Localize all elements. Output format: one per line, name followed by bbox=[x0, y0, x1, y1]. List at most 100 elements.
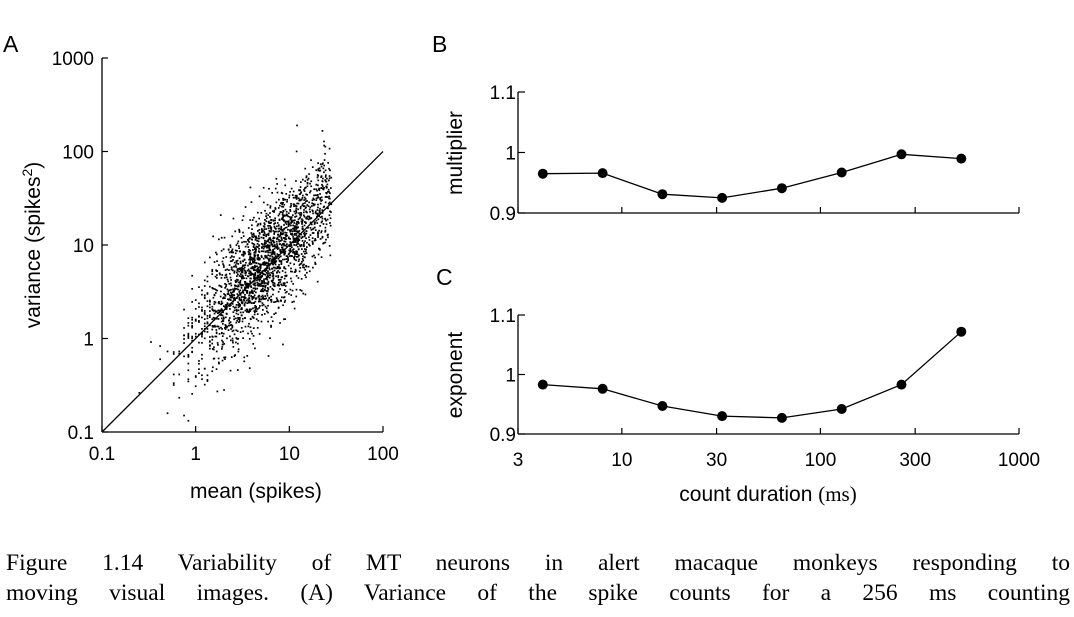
panel-a-point bbox=[224, 327, 226, 329]
panel-a-point bbox=[292, 203, 295, 205]
panel-a-point bbox=[283, 214, 286, 217]
panel-a-point bbox=[285, 238, 288, 240]
panel-a-point bbox=[253, 280, 256, 282]
panel-a-point bbox=[264, 244, 266, 246]
panel-a-point bbox=[239, 331, 242, 333]
panel-a-point bbox=[273, 261, 275, 263]
panel-a-point bbox=[267, 221, 270, 223]
panel-a-point bbox=[232, 311, 235, 313]
panel-a-point bbox=[274, 260, 276, 263]
panel-a-point bbox=[287, 264, 290, 267]
panel-a-point bbox=[287, 228, 289, 231]
panel-a-point bbox=[187, 355, 190, 358]
panel-a-point bbox=[262, 285, 264, 288]
panel-a-point bbox=[266, 244, 269, 247]
panel-a-point bbox=[303, 196, 306, 199]
panel-a-point bbox=[241, 253, 243, 256]
panel-a-point bbox=[201, 374, 203, 377]
panel-a-point bbox=[221, 274, 224, 276]
panel-a-point bbox=[264, 219, 266, 221]
panel-a-point bbox=[300, 233, 303, 236]
panel-a-point bbox=[305, 200, 307, 203]
panel-a-point bbox=[194, 299, 197, 301]
panel-a-point bbox=[274, 217, 276, 220]
panel-a-point bbox=[314, 221, 316, 224]
panel-a-point bbox=[209, 303, 211, 306]
panel-a-point bbox=[249, 326, 252, 329]
panel-a-point bbox=[299, 207, 302, 210]
panel-a-point bbox=[256, 287, 259, 290]
panel-a-point bbox=[209, 299, 211, 302]
panel-a-point bbox=[258, 233, 261, 235]
panel-a-point bbox=[238, 231, 241, 233]
panel-a-point bbox=[325, 185, 327, 188]
panel-a-point bbox=[243, 296, 246, 298]
panel-a-point bbox=[295, 270, 297, 272]
panel-a-x-tick-label: 10 bbox=[279, 444, 300, 465]
panel-a-point bbox=[325, 238, 327, 241]
panel-a-point bbox=[298, 239, 301, 241]
panel-a-point bbox=[232, 259, 234, 261]
panel-a-point bbox=[223, 317, 225, 320]
panel-a-point bbox=[274, 262, 276, 265]
panel-a-point bbox=[303, 215, 306, 218]
panel-a-point bbox=[225, 308, 228, 310]
panel-a-point bbox=[311, 232, 314, 234]
panel-a-point bbox=[283, 243, 285, 246]
panel-a-point bbox=[297, 255, 299, 258]
panel-a-point bbox=[213, 310, 215, 312]
panel-a-point bbox=[258, 229, 261, 231]
panel-a-point bbox=[211, 270, 214, 273]
panel-a-point bbox=[230, 255, 233, 257]
panel-a-point bbox=[258, 195, 261, 198]
panel-a-point bbox=[256, 327, 259, 329]
panel-a-point bbox=[311, 255, 314, 258]
panel-a-point bbox=[290, 267, 292, 270]
panel-a-point bbox=[300, 198, 303, 201]
panel-a-point bbox=[280, 211, 283, 213]
panel-a-point bbox=[191, 335, 193, 338]
panel-a-point bbox=[263, 242, 266, 245]
panel-a-point bbox=[298, 270, 301, 273]
panel-a-point bbox=[249, 272, 251, 274]
panel-a-point bbox=[278, 279, 281, 281]
panel-a-point bbox=[259, 222, 262, 225]
panel-a-point bbox=[258, 257, 260, 260]
panel-a-point bbox=[306, 204, 309, 206]
panel-a-point bbox=[322, 167, 325, 170]
panel-a-point bbox=[244, 294, 246, 296]
panel-a-point bbox=[247, 246, 250, 248]
panel-a-point bbox=[293, 234, 296, 236]
panel-a-point bbox=[319, 197, 321, 199]
panel-a-point bbox=[314, 203, 316, 206]
panel-a-y-tick-label: 10 bbox=[73, 236, 94, 257]
panel-a-point bbox=[290, 216, 293, 218]
panel-a-point bbox=[249, 317, 252, 320]
panel-a-point bbox=[216, 277, 218, 279]
panel-a-point bbox=[215, 251, 217, 254]
panel-a-point bbox=[239, 294, 242, 296]
panel-a-point bbox=[253, 283, 256, 286]
panel-a-point bbox=[319, 163, 322, 166]
panel-a-point bbox=[328, 195, 331, 198]
panel-a-y-axis-title-superscript: 2 bbox=[19, 169, 35, 177]
panel-a-point bbox=[295, 207, 298, 210]
panel-a-point bbox=[291, 221, 293, 223]
panel-a-point bbox=[243, 356, 246, 359]
panel-a-point bbox=[276, 236, 279, 239]
panel-a-point bbox=[262, 298, 265, 300]
panel-a-point bbox=[223, 296, 225, 299]
panel-a-point bbox=[235, 312, 238, 315]
panel-a-point bbox=[297, 218, 300, 221]
panel-a-point bbox=[329, 254, 332, 257]
panel-a-point bbox=[229, 244, 232, 247]
panel-a-point bbox=[198, 321, 200, 323]
panel-a-point bbox=[277, 281, 280, 284]
panel-a-point bbox=[250, 201, 253, 203]
panel-a-point bbox=[279, 249, 281, 251]
panel-a-point bbox=[328, 245, 331, 247]
panel-a-point bbox=[228, 322, 231, 324]
panel-a-point bbox=[329, 217, 332, 220]
panel-a-point bbox=[306, 218, 308, 220]
